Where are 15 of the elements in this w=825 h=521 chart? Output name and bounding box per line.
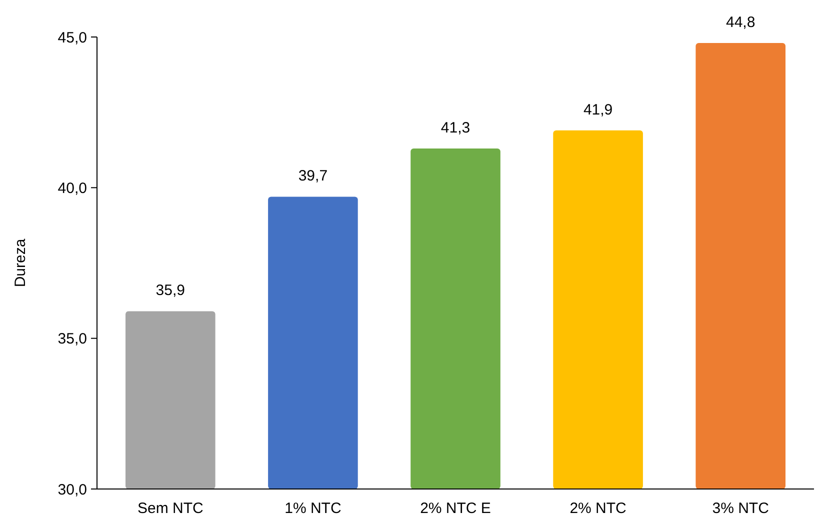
y-tick-label: 30,0 [58, 481, 87, 498]
data-label: 35,9 [156, 282, 186, 300]
y-axis-title: Dureza [12, 238, 29, 288]
x-tick-label: Sem NTC [137, 500, 204, 517]
x-tick-label: 3% NTC [712, 500, 770, 517]
data-label: 44,8 [726, 14, 756, 32]
x-tick-label: 1% NTC [284, 500, 342, 517]
y-tick-label: 45,0 [58, 29, 87, 46]
data-label: 41,3 [440, 119, 470, 136]
y-tick-label: 40,0 [58, 180, 87, 197]
x-tick-label: 2% NTC [570, 500, 627, 517]
data-label: 39,7 [298, 168, 328, 185]
y-tick-label: 35,0 [58, 330, 87, 348]
x-tick-label: 2% NTC E [420, 500, 491, 517]
data-label: 41,9 [583, 101, 613, 118]
